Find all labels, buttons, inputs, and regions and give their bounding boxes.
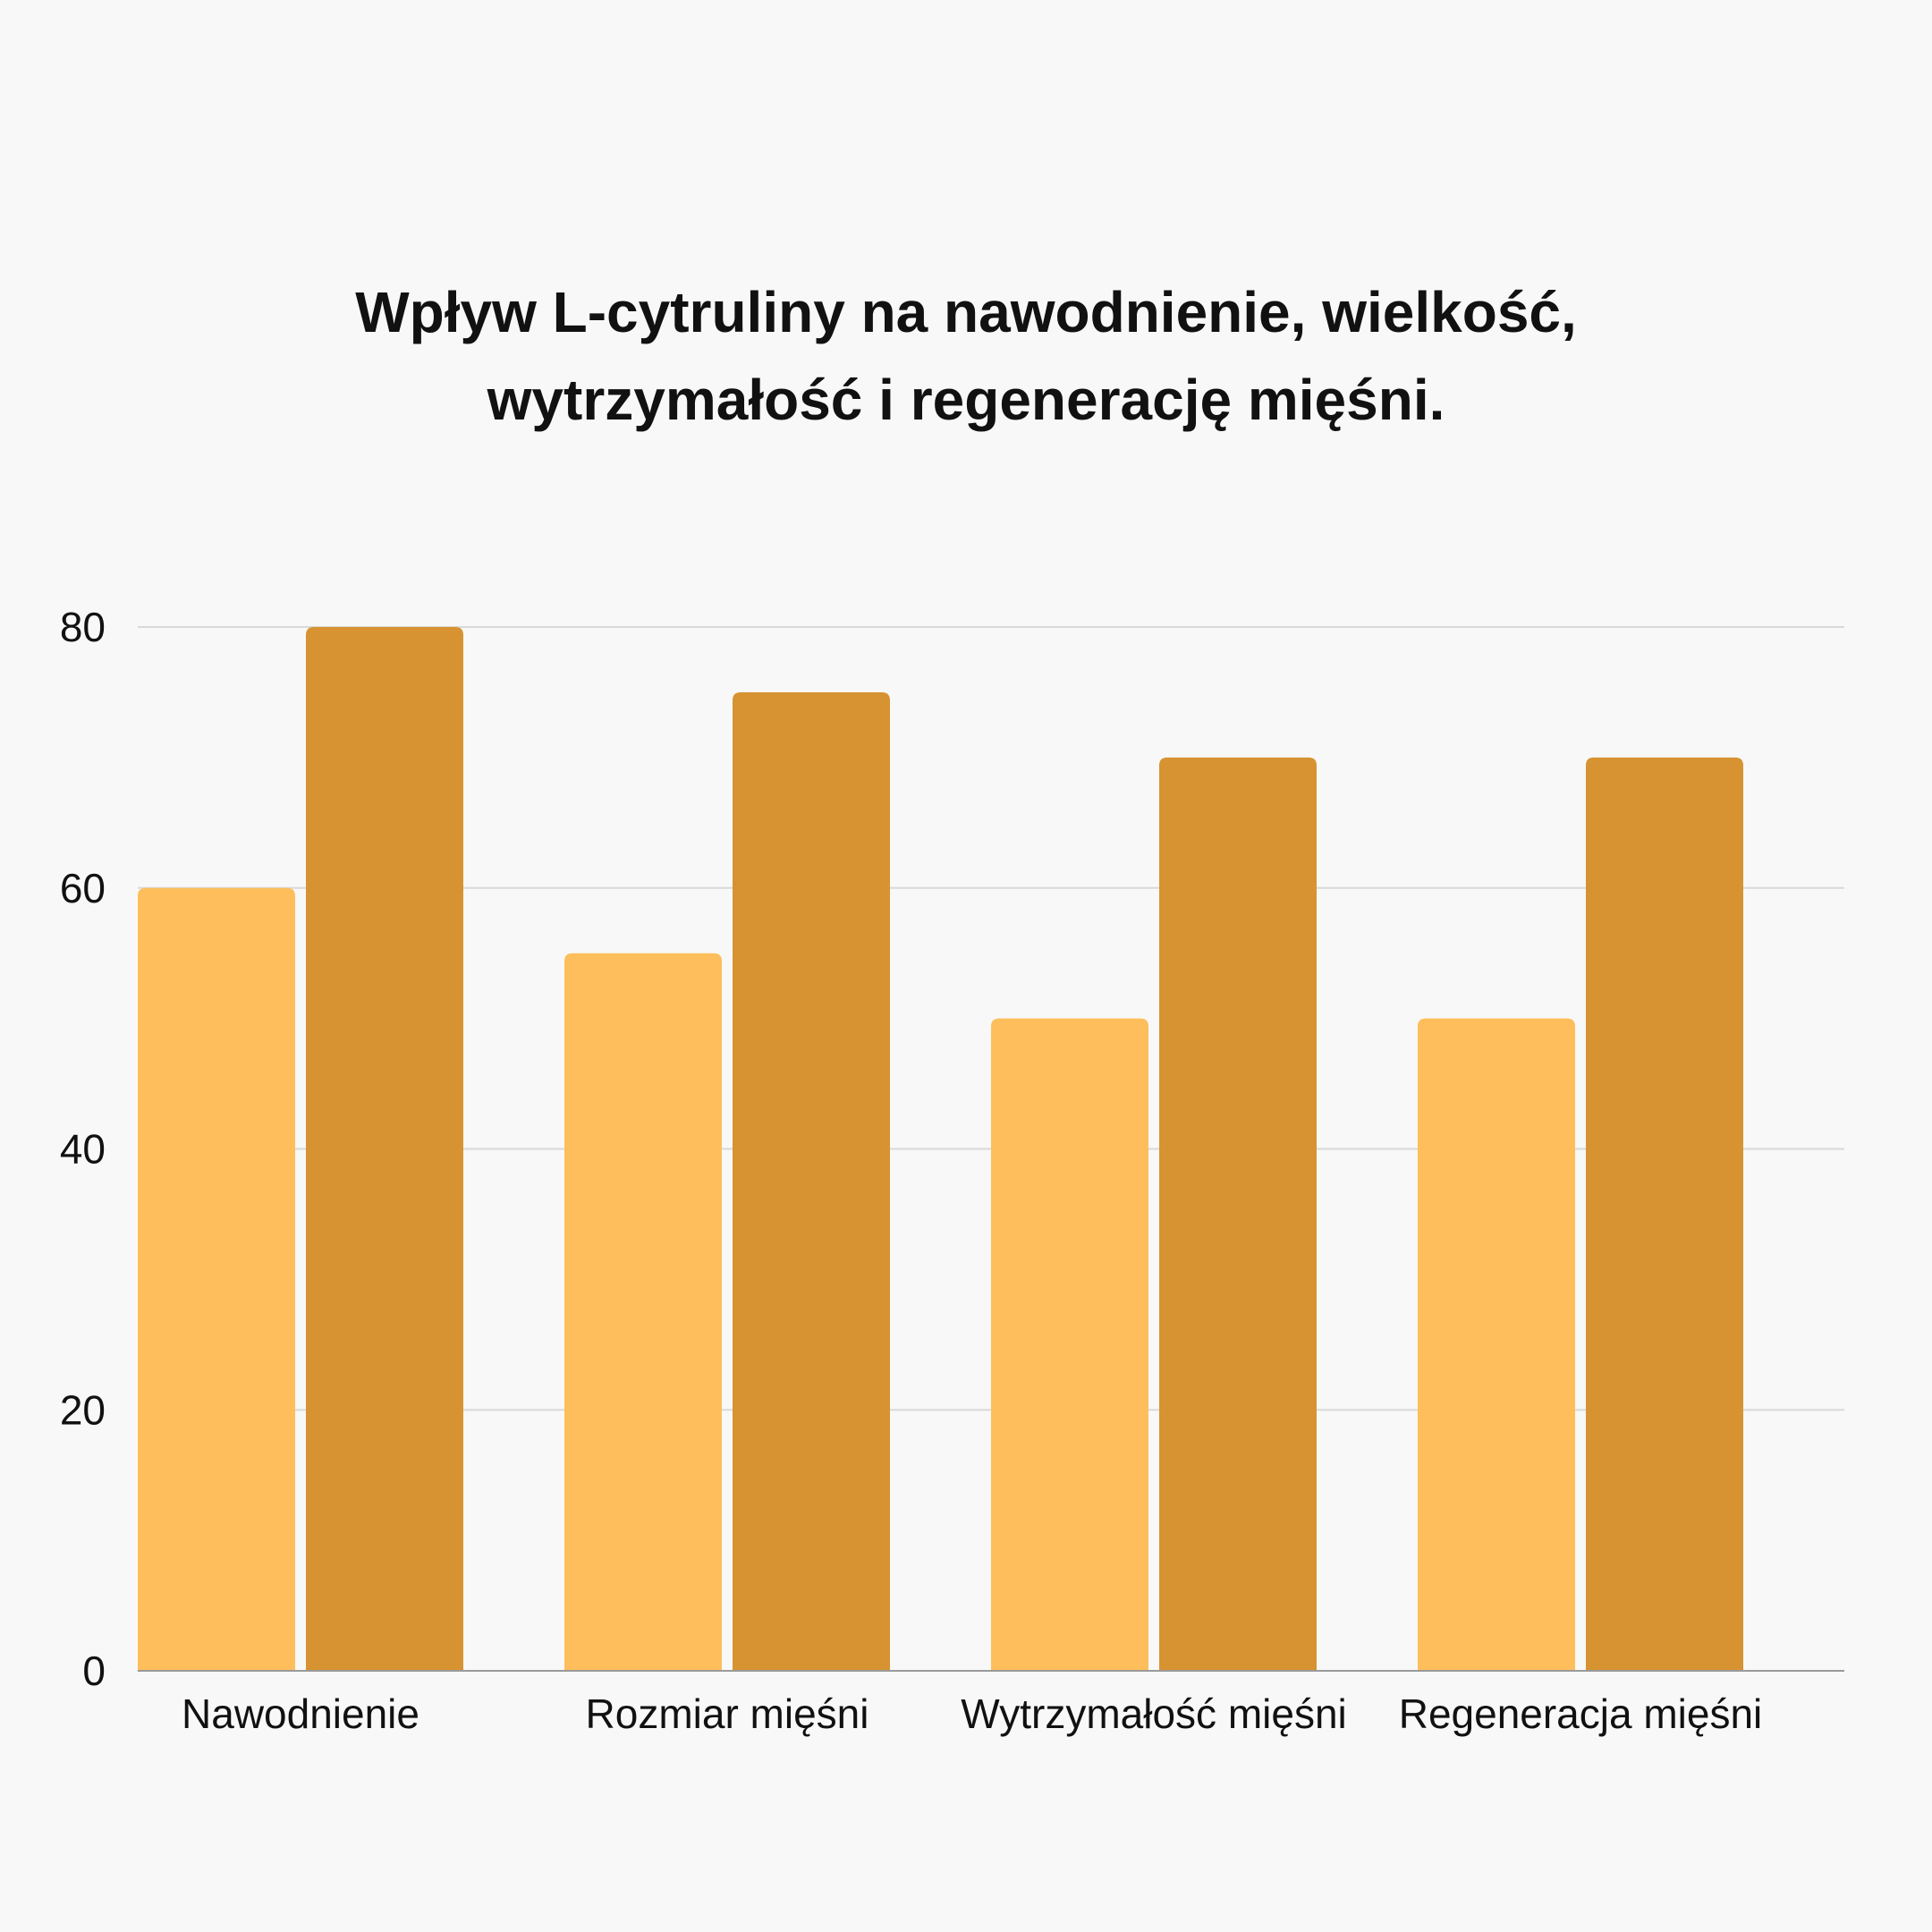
bar-series-1-4 (1418, 1018, 1575, 1671)
bar-series-2-4 (1586, 757, 1743, 1671)
y-tick-label: 20 (60, 1386, 106, 1433)
bar-series-2-1 (306, 627, 463, 1671)
bars (138, 627, 1743, 1671)
y-tick-label: 80 (60, 604, 106, 650)
y-tick-label: 40 (60, 1126, 106, 1173)
y-tick-label: 0 (82, 1648, 106, 1694)
x-axis-categories: Nawodnienie Rozmiar mięśni Wytrzymałość mi… (182, 1690, 1762, 1737)
bar-series-1-1 (138, 887, 295, 1671)
chart-title-line-1: Wpływ L-cytruliny na nawodnienie, wielko… (355, 280, 1577, 344)
y-axis-ticks: 0 20 40 60 80 (60, 604, 106, 1694)
y-tick-label: 60 (60, 865, 106, 911)
bar-series-2-3 (1159, 757, 1317, 1671)
chart-title-line-2: wytrzymałość i regenerację mięśni. (487, 368, 1445, 432)
x-category-label: Rozmiar mięśni (586, 1690, 869, 1737)
chart-title: Wpływ L-cytruliny na nawodnienie, wielko… (250, 268, 1682, 444)
bar-series-1-3 (991, 1018, 1148, 1671)
x-category-label: Nawodnienie (182, 1690, 419, 1737)
x-category-label: Regeneracja mięśni (1399, 1690, 1763, 1737)
x-category-label: Wytrzymałość mięśni (961, 1690, 1347, 1737)
bar-series-2-2 (733, 691, 890, 1671)
bar-series-1-2 (564, 953, 722, 1671)
